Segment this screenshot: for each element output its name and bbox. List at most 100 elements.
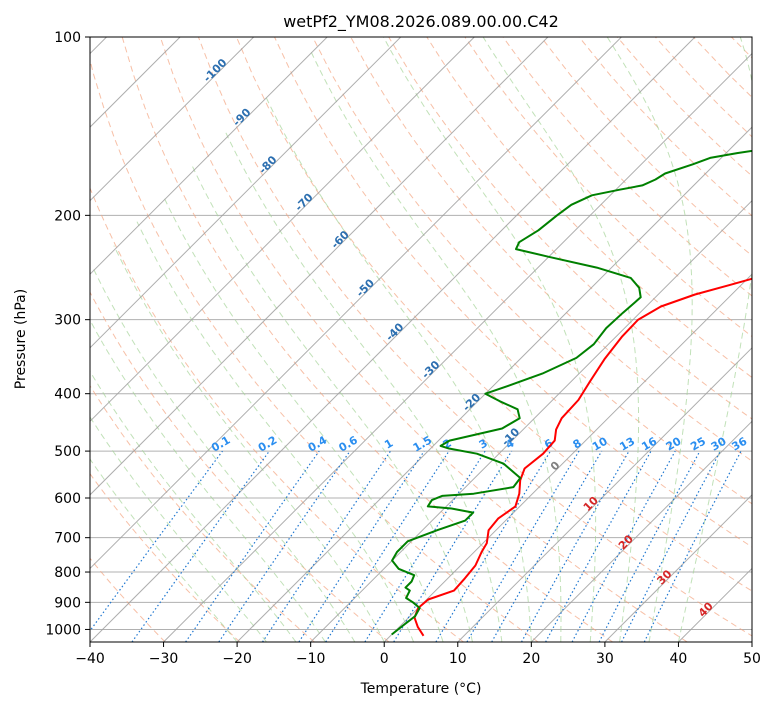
x-tick-label: 30 xyxy=(596,651,614,667)
moist-adiabat xyxy=(264,94,532,642)
moist-adiabat xyxy=(383,37,597,642)
mixing-ratio-line xyxy=(393,450,513,642)
dry-adiabat xyxy=(90,384,315,642)
moist-adiabat xyxy=(90,416,267,642)
moist-adiabat xyxy=(113,245,385,642)
y-tick-label: 700 xyxy=(54,531,81,547)
mixing-ratio-line xyxy=(261,450,391,642)
isotherm-label: -20 xyxy=(460,391,483,414)
x-tick-label: −40 xyxy=(75,651,105,667)
mixing-ratio-line xyxy=(218,450,351,642)
profile-series xyxy=(391,149,752,637)
moist-adiabat xyxy=(225,132,503,642)
dry-adiabat xyxy=(121,37,613,642)
dry-adiabat xyxy=(90,472,241,642)
x-axis-label: Temperature (°C) xyxy=(360,681,482,697)
dry-adiabat xyxy=(90,186,464,642)
mixing-ratio-label: 1 xyxy=(382,437,395,452)
mixing-ratio-line xyxy=(325,450,450,642)
isotherm-label: -80 xyxy=(256,153,279,176)
moist-adiabat xyxy=(677,37,752,642)
mixing-ratio-line xyxy=(298,450,425,642)
dry-adiabat xyxy=(350,37,752,462)
isotherm xyxy=(90,37,622,570)
isotherm xyxy=(236,126,752,642)
y-axis-ticks: 100 200 300 400 500 600 700 800 900 1000 xyxy=(45,30,90,638)
mixing-ratio-line xyxy=(643,450,742,642)
dry-adiabat xyxy=(388,37,752,420)
isotherm xyxy=(383,273,752,642)
isotherm xyxy=(163,52,752,642)
isotherm xyxy=(604,494,752,642)
x-tick-label: 10 xyxy=(449,651,467,667)
mixing-ratio-line xyxy=(90,450,223,632)
y-tick-label: 100 xyxy=(54,30,81,46)
x-tick-label: −10 xyxy=(296,651,326,667)
moist-adiabat xyxy=(92,267,356,642)
x-tick-label: 50 xyxy=(743,651,761,667)
isotherm-label: -60 xyxy=(329,228,352,251)
mixing-ratio-line xyxy=(598,450,701,642)
dry-adiabat xyxy=(159,37,688,642)
y-tick-label: 400 xyxy=(54,387,81,403)
plot-frame xyxy=(89,36,753,643)
y-tick-label: 800 xyxy=(54,565,81,581)
moist-adiabat xyxy=(309,49,562,642)
x-tick-label: 0 xyxy=(380,651,389,667)
mixing-ratio-line xyxy=(185,450,320,642)
mixing-ratio-label: 6 xyxy=(542,436,555,451)
mixing-ratio-line xyxy=(520,450,630,642)
dry-adiabat xyxy=(654,37,752,138)
dry-adiabat xyxy=(731,37,752,59)
mixing-ratio-line xyxy=(545,450,652,642)
dry-adiabat xyxy=(502,37,752,297)
moist-adiabat xyxy=(162,195,444,642)
moist-adiabat xyxy=(90,458,238,642)
dry-adiabat xyxy=(274,37,752,548)
x-axis-ticks: −40 −30 −20 −10 0 10 20 30 40 50 xyxy=(75,642,761,667)
isotherm xyxy=(90,37,475,423)
isotherm-label: -50 xyxy=(354,276,377,299)
isotherm xyxy=(90,37,328,275)
y-tick-label: 300 xyxy=(54,313,81,329)
y-axis-label: Pressure (hPa) xyxy=(13,289,29,389)
mixing-ratio-line xyxy=(571,450,676,642)
mixing-ratio-line xyxy=(131,450,270,642)
y-tick-label: 500 xyxy=(54,444,81,460)
mixing-ratio-line xyxy=(364,450,486,642)
isotherm-label: -40 xyxy=(383,320,406,343)
y-tick-label: 900 xyxy=(54,595,81,611)
y-tick-label: 1000 xyxy=(45,622,81,638)
isotherm xyxy=(678,567,752,642)
isotherm xyxy=(310,199,752,642)
isotherm xyxy=(90,37,402,349)
pressure-gridlines xyxy=(90,36,752,630)
dewpoint-line xyxy=(391,149,752,636)
x-tick-label: 40 xyxy=(670,651,688,667)
isotherm xyxy=(751,641,752,642)
moist-adiabat xyxy=(606,37,693,642)
dry-adiabat xyxy=(90,58,539,642)
dry-adiabat xyxy=(578,37,752,217)
isotherm-label: -70 xyxy=(292,190,315,213)
isotherm-label-red: 10 xyxy=(581,494,601,514)
dry-adiabat xyxy=(90,291,390,642)
isotherm xyxy=(90,37,255,202)
isotherm-label: -100 xyxy=(201,56,230,85)
y-tick-label: 200 xyxy=(54,208,81,224)
isotherm xyxy=(530,420,752,642)
x-tick-label: −30 xyxy=(149,651,179,667)
isotherm xyxy=(90,37,549,496)
x-tick-label: −20 xyxy=(222,651,252,667)
moist-adiabat xyxy=(191,165,473,642)
dry-adiabat xyxy=(312,37,752,505)
isotherm-label: -90 xyxy=(230,106,253,129)
moist-adiabat xyxy=(90,319,326,642)
chart-title: wetPf2_YM08.2026.089.00.00.C42 xyxy=(283,12,559,32)
dry-adiabat xyxy=(464,37,752,338)
dry-adiabat xyxy=(426,37,752,379)
moist-adiabat xyxy=(482,37,640,642)
dry-adiabat xyxy=(770,37,775,642)
moist-adiabat xyxy=(136,221,415,642)
